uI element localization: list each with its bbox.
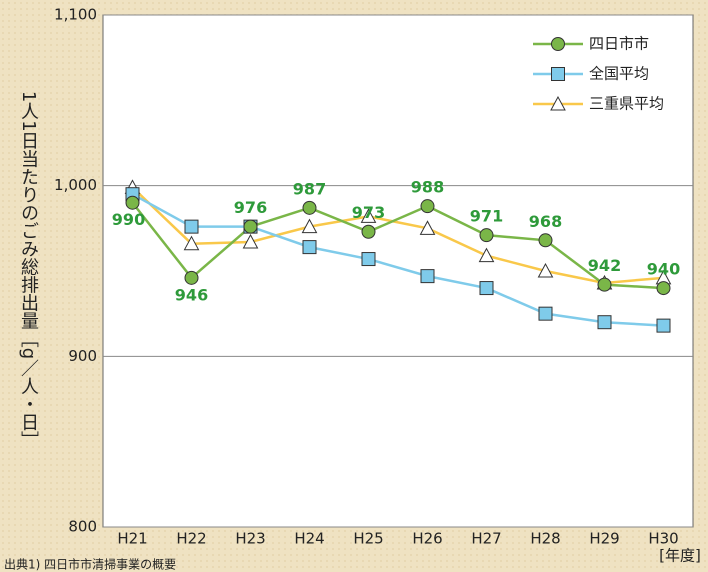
point (551, 67, 565, 81)
x-tick-label: H25 (353, 530, 383, 548)
point (420, 199, 435, 214)
y-tick-label: 1,100 (54, 6, 97, 24)
x-tick-label: H28 (530, 530, 560, 548)
point (125, 195, 140, 210)
point (479, 281, 494, 296)
point (183, 235, 200, 251)
data-label: 946 (175, 285, 208, 304)
y-axis-label: 1人1日当たりのごみ総排出量［g／人・日］ (18, 91, 39, 449)
point (597, 315, 612, 330)
point (550, 95, 566, 111)
point (302, 200, 317, 215)
point (302, 240, 317, 255)
x-tick-label: H24 (294, 530, 324, 548)
data-label: 990 (112, 210, 145, 229)
point (597, 277, 612, 292)
x-tick-label: H30 (648, 530, 678, 548)
point (537, 262, 554, 278)
data-label: 976 (234, 198, 267, 217)
x-tick-label: H23 (235, 530, 265, 548)
data-label: 973 (352, 203, 385, 222)
series-line (131, 201, 664, 290)
point (656, 318, 671, 333)
point (538, 233, 553, 248)
legend-label: 四日市市 (589, 35, 649, 53)
point (243, 219, 258, 234)
point (419, 220, 436, 235)
point (656, 281, 671, 296)
series-line (131, 193, 664, 327)
y-tick-label: 1,000 (54, 176, 97, 194)
point (551, 37, 565, 51)
series-line (131, 186, 664, 285)
x-axis-label: [年度] (659, 547, 701, 565)
legend-label: 三重県平均 (589, 95, 664, 113)
point (184, 219, 199, 234)
data-label: 988 (411, 178, 444, 197)
legend-label: 全国平均 (589, 65, 649, 83)
point (301, 218, 318, 234)
point (420, 269, 435, 284)
x-tick-label: H21 (117, 530, 147, 548)
point (242, 233, 259, 249)
y-tick-label: 900 (68, 347, 97, 365)
data-label: 987 (293, 179, 326, 198)
x-tick-label: H29 (589, 530, 619, 548)
data-label: 971 (470, 207, 503, 226)
x-tick-label: H26 (412, 530, 442, 548)
source: 出典1) 四日市市清掃事業の概要 (4, 557, 176, 572)
x-tick-label: H27 (471, 530, 501, 548)
point (361, 252, 376, 267)
plot-area (102, 14, 694, 528)
point (361, 224, 376, 239)
x-tick-label: H22 (176, 530, 206, 548)
point (360, 208, 377, 223)
y-tick-label: 800 (68, 518, 97, 536)
point (184, 270, 199, 285)
data-label: 940 (647, 260, 680, 279)
data-label: 942 (588, 256, 621, 275)
point (478, 247, 495, 263)
data-label: 968 (529, 212, 562, 231)
point (538, 306, 553, 321)
point (479, 228, 494, 243)
